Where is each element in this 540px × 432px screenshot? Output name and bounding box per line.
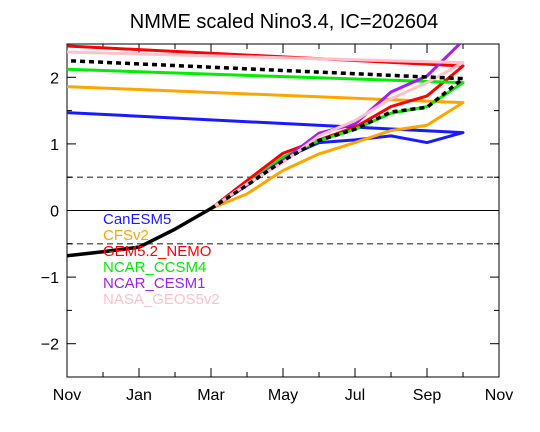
x-tick-label: May	[268, 387, 298, 404]
legend-label-canesm5: CanESM5	[103, 211, 171, 228]
ensemble-mean-line	[67, 58, 465, 210]
x-tick-label: Mar	[197, 387, 225, 404]
legend-label-nasa-geos5v2: NASA_GEOS5v2	[103, 291, 220, 308]
y-tick-label: −2	[41, 337, 59, 354]
x-tick-label: Nov	[53, 387, 81, 404]
series-line-gem5-2-nemo	[67, 44, 465, 210]
y-tick-label: 1	[50, 137, 59, 154]
x-tick-label: Jul	[345, 387, 365, 404]
chart-title: NMME scaled Nino3.4, IC=202604	[130, 11, 439, 33]
series-line-cfsv2	[67, 85, 465, 210]
series-line-canesm5	[67, 111, 465, 210]
y-tick-label: 2	[50, 70, 59, 87]
legend-label-cfsv2: CFSv2	[103, 227, 149, 244]
x-tick-label: Sep	[413, 387, 442, 404]
legend-label-gem5-2-nemo: GEM5.2_NEMO	[103, 243, 211, 260]
observed-line	[67, 206, 212, 258]
x-tick-label: Jan	[126, 387, 152, 404]
y-tick-label: −1	[41, 270, 59, 287]
y-tick-label: 0	[50, 204, 59, 221]
plot-area: Nov Jan Mar May Jul Sep Nov −2 −1 0 1 2 CanESM5CFSv2…	[41, 43, 513, 404]
legend-label-ncar-cesm1: NCAR_CESM1	[103, 275, 206, 292]
x-tick-label: Nov	[485, 387, 513, 404]
legend-label-ncar-ccsm4: NCAR_CCSM4	[103, 259, 206, 276]
